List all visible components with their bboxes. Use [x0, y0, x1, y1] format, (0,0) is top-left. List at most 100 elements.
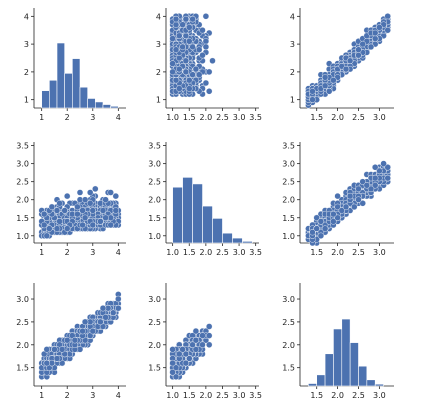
y-tick-label: 1.0 — [148, 232, 161, 241]
scatter-point — [53, 355, 61, 362]
histogram-bar — [308, 383, 318, 387]
scatter-point — [330, 210, 337, 218]
scatter-point — [43, 359, 50, 367]
y-tick-label: 2 — [290, 68, 295, 77]
histogram-bar — [95, 101, 104, 109]
scatter-point — [89, 207, 97, 214]
x-tick-label: 2.0 — [199, 248, 212, 257]
histogram-bar — [102, 104, 111, 109]
histogram-bar — [41, 90, 50, 109]
y-tick-label: 1.5 — [148, 214, 161, 223]
y-tick-label: 1 — [156, 96, 161, 105]
y-tick-label: 1.0 — [16, 232, 29, 241]
x-tick-label: 3.0 — [373, 113, 386, 122]
scatter-point — [115, 295, 122, 303]
y-tick-label: 2.0 — [16, 341, 29, 350]
scatter-point — [186, 38, 193, 45]
scatter-point — [384, 13, 391, 20]
x-tick-label: 2.5 — [352, 248, 365, 257]
scatter-point — [355, 196, 362, 203]
x-tick-label: 3 — [90, 248, 95, 257]
x-tick-label: 3.0 — [373, 248, 386, 257]
scatter-point — [192, 337, 200, 344]
scatter-point — [189, 71, 196, 78]
x-tick-label: 3.0 — [233, 248, 246, 257]
scatter-point — [359, 40, 366, 48]
scatter-point — [41, 210, 48, 218]
scatter-point — [169, 35, 176, 42]
scatter-point — [56, 200, 63, 207]
scatter-point — [79, 221, 86, 229]
scatter-point — [182, 32, 190, 39]
y-tick-label: 1.5 — [16, 214, 29, 223]
scatter-point — [51, 346, 58, 353]
x-tick-label: 2.5 — [216, 248, 229, 257]
scatter-point — [74, 203, 81, 211]
scatter-point — [179, 21, 186, 28]
scatter-point — [63, 192, 71, 200]
scatter-point — [107, 221, 114, 229]
scatter-point — [372, 164, 379, 171]
x-tick-label: 1.5 — [310, 391, 323, 400]
histogram-bar — [192, 183, 203, 244]
scatter-point — [79, 327, 86, 335]
scatter-point — [384, 27, 391, 34]
scatter-point — [202, 38, 210, 45]
axes-row2-col3: 1.5 2.0 2.5 3.0 1.0 1.5 2.0 2.5 3.0 3.5 — [282, 142, 394, 257]
axes-row3-col2: 1.0 1.5 2.0 2.5 3.0 3.51.52.02.53.0 — [148, 283, 262, 400]
scatter-point — [330, 76, 337, 84]
x-tick-label: 2.5 — [352, 391, 365, 400]
histogram-bar — [172, 186, 183, 244]
scatter-point — [76, 189, 84, 196]
y-tick-label: 1 — [24, 96, 29, 105]
scatter-point — [176, 350, 183, 358]
scatter-point — [182, 359, 190, 367]
scatter-point — [195, 71, 203, 78]
x-tick-label: 2.5 — [216, 113, 229, 122]
histogram-bar — [212, 218, 223, 244]
scatter-point — [172, 21, 180, 28]
x-tick-label: 3.0 — [233, 391, 246, 400]
histogram-bar — [242, 241, 253, 244]
histogram-bar — [358, 365, 368, 387]
y-tick-label: 3 — [24, 40, 29, 49]
scatter-point — [355, 185, 362, 193]
y-tick-label: 2.0 — [16, 196, 29, 205]
scatter-point — [71, 337, 79, 344]
scatter-point — [81, 214, 89, 222]
scatter-point — [53, 225, 61, 232]
scatter-point — [43, 232, 50, 240]
histogram-bar — [366, 379, 376, 387]
scatter-point — [99, 305, 107, 312]
scatter-point — [209, 57, 216, 64]
scatter-point — [321, 225, 329, 232]
y-tick-label: 3.0 — [282, 295, 295, 304]
y-tick-label: 4 — [156, 12, 161, 21]
x-tick-label: 1 — [39, 113, 44, 122]
scatter-point — [169, 369, 176, 376]
y-tick-label: 2.5 — [282, 318, 295, 327]
scatter-point — [102, 214, 109, 222]
scatter-point — [192, 327, 200, 335]
x-tick-label: 2.5 — [352, 113, 365, 122]
histogram-bar — [222, 232, 233, 244]
scatter-point — [56, 218, 63, 225]
scatter-point — [179, 43, 186, 51]
scatter-point — [199, 341, 206, 348]
scatter-point — [81, 318, 89, 326]
scatter-point — [351, 203, 358, 211]
histogram-bar — [232, 237, 243, 244]
x-tick-label: 2 — [65, 113, 70, 122]
y-tick-label: 2.0 — [148, 196, 161, 205]
axes-row1-col2: 1.0 1.5 2.0 2.5 3.0 3.5 1 2 3 4 — [156, 8, 262, 122]
histogram-bar — [56, 42, 65, 109]
x-tick-label: 1.0 — [166, 391, 179, 400]
scatter-point — [199, 27, 206, 34]
y-tick-label: 2.5 — [16, 318, 29, 327]
histogram-bar — [341, 318, 351, 387]
scatter-point — [97, 218, 104, 225]
y-tick-label: 1 — [290, 96, 295, 105]
scatter-point — [41, 221, 48, 229]
scatter-point — [313, 225, 320, 232]
scatter-point — [186, 24, 193, 31]
